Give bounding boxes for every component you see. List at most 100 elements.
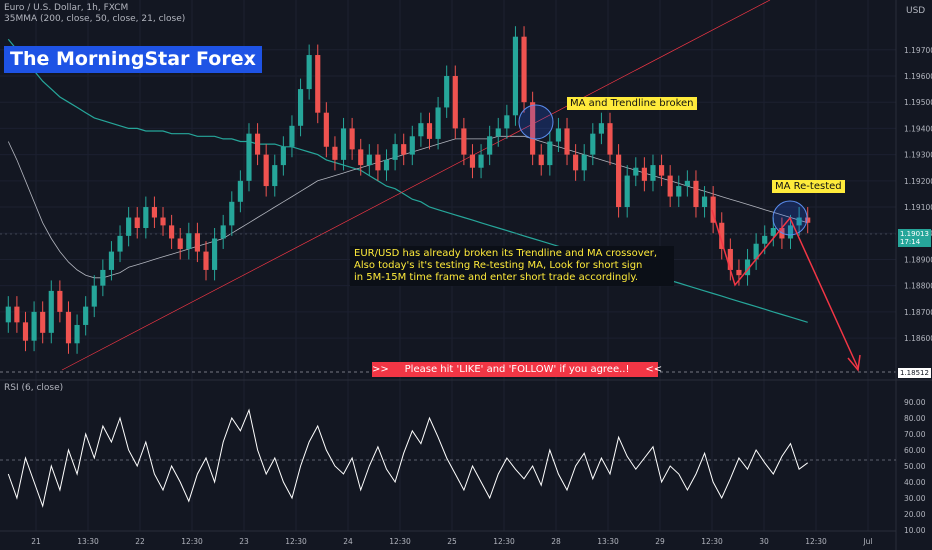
candle — [641, 167, 647, 181]
price-tick-label: 1.19700 — [904, 46, 932, 55]
time-tick-label: 29 — [655, 537, 665, 546]
rsi-tick-label: 60.00 — [904, 446, 926, 455]
candle — [177, 238, 183, 249]
candle — [151, 207, 158, 218]
candle — [744, 259, 751, 276]
candle — [555, 128, 562, 142]
projection-arrow[interactable] — [711, 209, 859, 369]
candle — [538, 154, 544, 166]
candle — [57, 290, 63, 312]
time-tick-label: 12:30 — [493, 537, 515, 546]
candle — [624, 175, 630, 208]
candle — [31, 311, 37, 341]
candle — [753, 243, 759, 260]
candle — [203, 251, 209, 270]
rsi-tick-label: 40.00 — [904, 478, 926, 487]
rsi-path — [7, 408, 808, 508]
last-price-value: 1.19013 — [900, 230, 929, 238]
candle — [469, 154, 476, 168]
candle — [315, 55, 321, 113]
trendline[interactable] — [61, 0, 771, 371]
candle — [289, 125, 295, 147]
candle — [366, 154, 372, 166]
rsi-indicator-label[interactable]: RSI (6, close) — [4, 383, 64, 393]
price-tick-label: 1.19100 — [904, 203, 932, 212]
time-tick-label: 28 — [551, 537, 561, 546]
like-follow-banner[interactable]: >> Please hit 'LIKE' and 'FOLLOW' if you… — [372, 362, 663, 377]
candle — [616, 154, 622, 208]
candle — [358, 149, 364, 166]
candle — [143, 207, 149, 228]
time-tick-label: 23 — [239, 537, 249, 546]
candle — [74, 324, 80, 344]
candle — [461, 128, 467, 155]
candle — [194, 233, 200, 252]
candle — [736, 269, 742, 276]
ma-indicator-label[interactable]: 35MMA (200, close, 50, close, 21, close) — [4, 14, 186, 24]
rsi-tick-label: 50.00 — [904, 462, 926, 471]
candle — [693, 180, 699, 208]
level-price-tag: 1.18512 — [898, 368, 931, 378]
candle — [220, 225, 226, 239]
candle — [564, 128, 570, 155]
candle — [340, 128, 347, 160]
candle — [306, 55, 312, 90]
breakout-circle[interactable] — [518, 104, 554, 140]
candle — [83, 306, 89, 325]
candle — [280, 146, 286, 166]
candle — [727, 248, 733, 270]
candle — [117, 235, 123, 252]
candle — [598, 123, 604, 134]
price-tick-label: 1.19400 — [904, 124, 932, 133]
candle — [418, 123, 424, 137]
candle — [323, 112, 329, 147]
candle — [590, 133, 596, 155]
ma-200-path — [7, 38, 808, 323]
candle — [650, 165, 656, 181]
candle — [383, 159, 390, 171]
candle — [212, 238, 218, 270]
candle — [521, 36, 527, 103]
symbol-label[interactable]: Euro / U.S. Dollar, 1h, FXCM — [4, 3, 129, 13]
candle — [452, 76, 458, 129]
candle — [710, 196, 716, 223]
rsi-axis: 90.00 80.00 70.00 60.00 50.00 40.00 30.00 20.00… — [904, 398, 926, 535]
candle — [547, 141, 553, 166]
candle — [581, 154, 587, 171]
ma-retested-note[interactable]: MA Re-tested — [772, 180, 845, 193]
rsi-tick-label: 30.00 — [904, 494, 926, 503]
candle — [495, 128, 501, 137]
rsi-tick-label: 20.00 — [904, 510, 926, 519]
ma-50-path — [7, 135, 808, 279]
time-tick-label: Jul — [862, 537, 872, 546]
candle — [658, 165, 665, 176]
candle — [444, 76, 450, 108]
ma-50-line — [7, 135, 808, 279]
projection-arrowhead — [847, 354, 861, 372]
price-tick-label: 1.18600 — [904, 334, 932, 343]
last-price-time: 17:14 — [900, 238, 921, 246]
candle — [426, 123, 433, 139]
candle — [134, 217, 140, 228]
candle — [126, 217, 132, 236]
candle — [409, 136, 415, 155]
time-tick-label: 30 — [759, 537, 769, 546]
analysis-callout[interactable]: EUR/USD has already broken its Trendline… — [350, 246, 674, 286]
candle — [349, 128, 355, 150]
ma-200-line — [7, 38, 808, 323]
candle — [530, 102, 536, 155]
candle — [14, 306, 20, 323]
candle — [229, 201, 235, 226]
candle — [504, 115, 510, 129]
candle — [667, 175, 673, 197]
time-axis: 21 13:30 22 12:30 23 12:30 24 12:30 25 12:30 28 13:… — [31, 537, 872, 546]
candle — [246, 133, 252, 181]
candle — [48, 290, 54, 333]
rsi-line — [7, 408, 808, 508]
time-tick-label: 12:30 — [181, 537, 203, 546]
candle — [263, 154, 269, 187]
price-tick-label: 1.19600 — [904, 72, 932, 81]
trendline-broken-note[interactable]: MA and Trendline broken — [567, 97, 697, 110]
candle — [487, 136, 493, 155]
candle — [573, 154, 579, 171]
